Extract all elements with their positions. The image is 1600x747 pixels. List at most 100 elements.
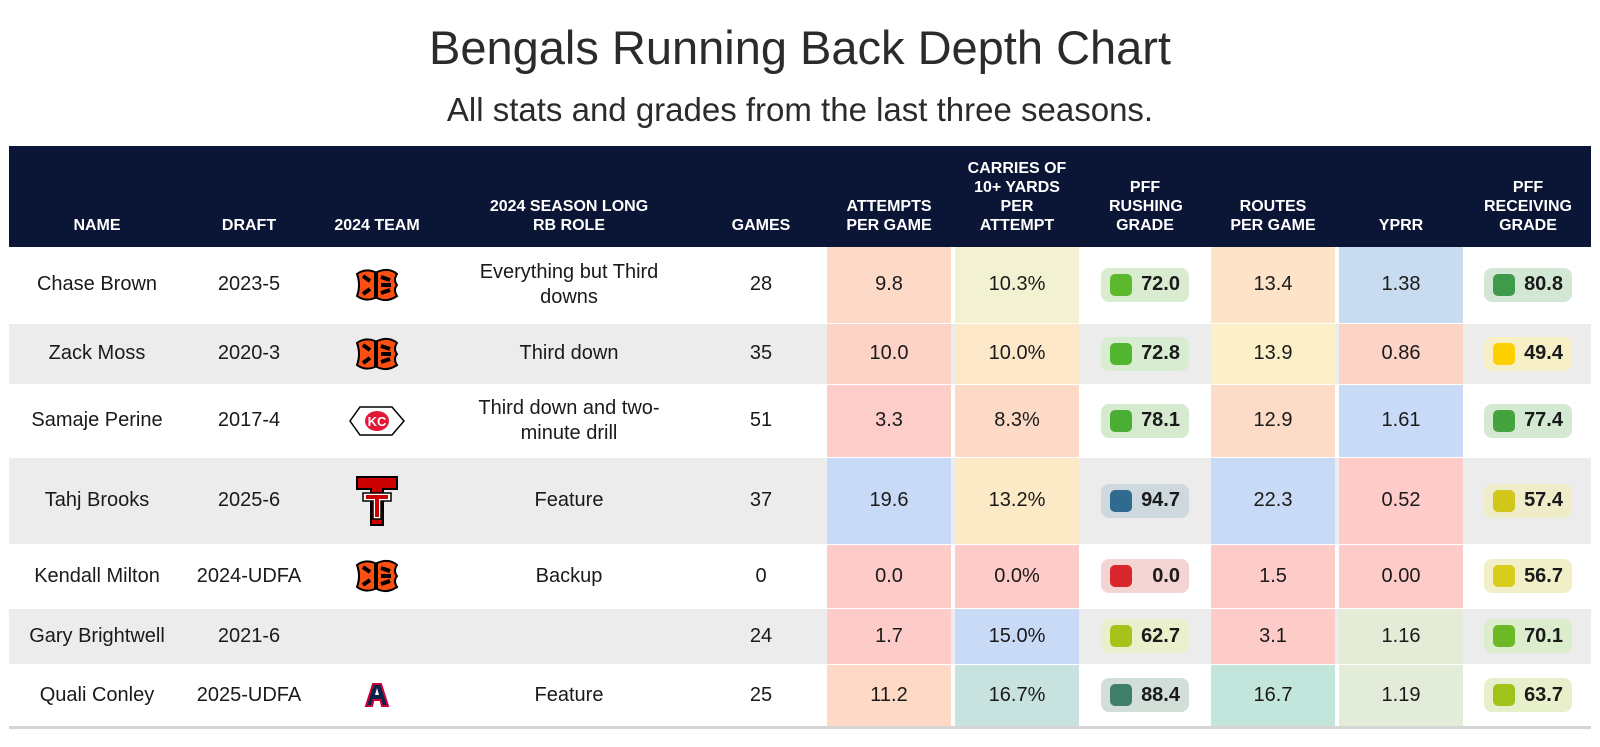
rushing-grade-cell: 62.7 (1081, 608, 1209, 664)
arizona-logo-icon (364, 683, 390, 707)
draft-value: 2020-3 (217, 342, 281, 364)
grade-indicator-icon (1493, 273, 1515, 296)
table-row: Kendall Milton 2024-UDFA Backup 0 0.0 0.0% 0.0… (9, 544, 1591, 608)
carries-value-cell: 0.0% (953, 544, 1081, 608)
chart-subtitle: All stats and grades from the last three… (446, 91, 1154, 128)
receiving-grade-value: 63.7 (1524, 683, 1563, 706)
yprr-value-cell: 1.61 (1337, 384, 1465, 457)
bengals-logo-icon (355, 337, 399, 370)
attempts-value-cell: 10.0 (825, 323, 953, 384)
role-value: Everything but Third downs (479, 260, 659, 308)
routes-value: 13.4 (1211, 247, 1335, 323)
header-rushing-grade: PFF RUSHING GRADE (1109, 179, 1183, 234)
grade-indicator-icon (1493, 489, 1515, 512)
grade-indicator-icon (1493, 684, 1515, 706)
table-body: Chase Brown 2023-5 Everything but Third do… (9, 247, 1591, 727)
grade-indicator-icon (1493, 342, 1515, 365)
header-name: NAME (73, 217, 121, 234)
receiving-grade-badge: 56.7 (1484, 559, 1572, 593)
header-receiving-grade: PFF RECEIVING GRADE (1483, 179, 1572, 234)
routes-value: 22.3 (1211, 457, 1335, 544)
grade-indicator-icon (1110, 489, 1132, 512)
rushing-grade-badge: 72.8 (1101, 336, 1189, 371)
receiving-grade-badge: 80.8 (1484, 267, 1572, 302)
routes-value-cell: 13.4 (1209, 247, 1337, 323)
carries-value-cell: 8.3% (953, 384, 1081, 457)
receiving-grade-badge: 70.1 (1484, 619, 1572, 653)
receiving-grade-value: 77.4 (1524, 409, 1563, 431)
draft-value: 2023-5 (217, 273, 281, 296)
yprr-value: 0.00 (1339, 544, 1463, 608)
routes-value-cell: 1.5 (1209, 544, 1337, 608)
attempts-value: 3.3 (827, 384, 951, 457)
table-row: Quali Conley 2025-UDFA Feature 25 11.2 16.7% 8… (9, 664, 1591, 727)
yprr-value-cell: 1.16 (1337, 608, 1465, 664)
header-draft: DRAFT (221, 217, 277, 234)
receiving-grade-cell: 49.4 (1465, 323, 1591, 384)
role-value: Third down (519, 342, 619, 364)
attempts-value-cell: 9.8 (825, 247, 953, 323)
team-logo-cell: KC (313, 384, 441, 457)
rushing-grade-value: 88.4 (1141, 683, 1180, 706)
carries-value-cell: 10.0% (953, 323, 1081, 384)
table-row: Zack Moss 2020-3 Third down 35 10.0 10.0% 72.8… (9, 323, 1591, 384)
routes-value: 16.7 (1211, 664, 1335, 726)
carries-value: 8.3% (955, 384, 1079, 457)
yprr-value-cell: 0.52 (1337, 457, 1465, 544)
yprr-value: 1.19 (1339, 664, 1463, 726)
draft-value: 2017-4 (217, 409, 281, 431)
carries-value: 15.0% (955, 608, 1079, 664)
rushing-grade-badge: 62.7 (1101, 619, 1189, 653)
attempts-value: 11.2 (827, 664, 951, 726)
depth-chart-table: NAME DRAFT 2024 TEAM 2024 SEASON LONG RB… (9, 146, 1591, 729)
rushing-grade-cell: 88.4 (1081, 664, 1209, 727)
grade-indicator-icon (1110, 273, 1132, 296)
receiving-grade-badge: 57.4 (1484, 483, 1572, 518)
player-name: Samaje Perine (31, 409, 163, 431)
draft-value: 2025-UDFA (196, 683, 302, 706)
yprr-value-cell: 0.00 (1337, 544, 1465, 608)
attempts-value-cell: 11.2 (825, 664, 953, 727)
player-name: Tahj Brooks (44, 489, 150, 511)
role-value: Backup (535, 564, 603, 587)
role-value: Third down and two-minute drill (478, 396, 660, 444)
attempts-value-cell: 0.0 (825, 544, 953, 608)
receiving-grade-value: 56.7 (1524, 564, 1563, 587)
carries-value: 10.3% (955, 247, 1079, 323)
team-logo-cell (313, 608, 441, 664)
routes-value: 12.9 (1211, 384, 1335, 457)
receiving-grade-value: 49.4 (1524, 342, 1563, 364)
header-carries: CARRIES OF 10+ YARDS PER ATTEMPT (967, 160, 1067, 234)
routes-value: 13.9 (1211, 323, 1335, 384)
rushing-grade-badge: 88.4 (1101, 678, 1189, 712)
carries-value-cell: 10.3% (953, 247, 1081, 323)
rushing-grade-cell: 72.0 (1081, 247, 1209, 323)
carries-value-cell: 13.2% (953, 457, 1081, 544)
rushing-grade-cell: 78.1 (1081, 384, 1209, 457)
grade-indicator-icon (1110, 342, 1132, 365)
header-row: NAME DRAFT 2024 TEAM 2024 SEASON LONG RB… (9, 146, 1591, 247)
attempts-value: 0.0 (827, 544, 951, 608)
routes-value-cell: 12.9 (1209, 384, 1337, 457)
attempts-value-cell: 3.3 (825, 384, 953, 457)
table-row: Tahj Brooks 2025-6 Feature 37 19.6 13.2% 94.7 2… (9, 457, 1591, 544)
player-name: Gary Brightwell (29, 624, 165, 647)
carries-value: 13.2% (955, 457, 1079, 544)
rushing-grade-cell: 94.7 (1081, 457, 1209, 544)
games-value: 28 (749, 273, 773, 296)
receiving-grade-cell: 63.7 (1465, 664, 1591, 727)
team-logo-cell (313, 247, 441, 323)
receiving-grade-badge: 77.4 (1484, 403, 1572, 438)
player-name: Zack Moss (48, 342, 146, 364)
receiving-grade-value: 57.4 (1524, 489, 1563, 511)
grade-indicator-icon (1110, 565, 1132, 587)
table-row: Gary Brightwell 2021-6 24 1.7 15.0% 62.7 3.1 1.… (9, 608, 1591, 664)
carries-value: 16.7% (955, 664, 1079, 726)
receiving-grade-cell: 57.4 (1465, 457, 1591, 544)
bengals-logo-icon (355, 559, 399, 593)
team-logo-cell (313, 544, 441, 608)
player-name: Quali Conley (39, 683, 155, 706)
rushing-grade-value: 72.8 (1141, 342, 1180, 364)
yprr-value-cell: 1.19 (1337, 664, 1465, 727)
receiving-grade-value: 70.1 (1524, 624, 1563, 647)
